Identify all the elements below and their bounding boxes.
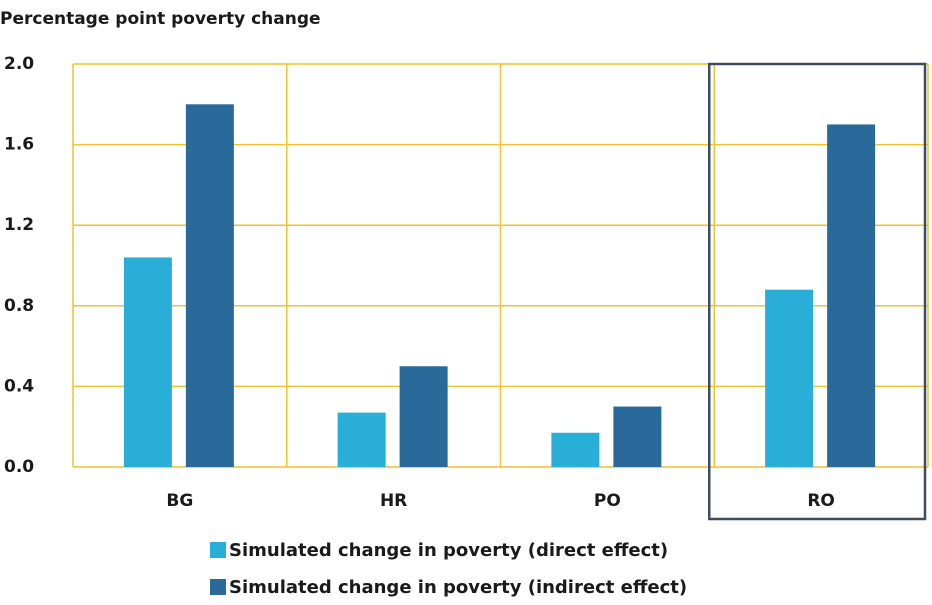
bar: [337, 412, 386, 467]
y-tick-label: 2.0: [4, 54, 34, 74]
legend-swatch: [210, 542, 226, 558]
bar: [765, 289, 814, 467]
bar: [123, 257, 172, 467]
bar: [613, 406, 662, 467]
chart-title: Percentage point poverty change: [0, 9, 321, 29]
x-tick-label: HR: [380, 491, 407, 511]
x-tick-label: PO: [594, 491, 621, 511]
y-tick-label: 0.8: [4, 296, 34, 316]
x-tick-label: RO: [807, 491, 835, 511]
bar: [185, 104, 234, 468]
bar: [827, 124, 876, 467]
y-tick-label: 1.2: [4, 215, 34, 235]
highlight-box: [708, 62, 927, 521]
bar: [399, 366, 448, 467]
legend-swatch: [210, 579, 226, 595]
y-tick-label: 0.0: [4, 457, 34, 477]
y-tick-label: 1.6: [4, 135, 34, 155]
legend-label: Simulated change in poverty (indirect ef…: [229, 577, 687, 598]
y-tick-label: 0.4: [4, 376, 34, 396]
bar: [551, 432, 600, 467]
x-tick-label: BG: [166, 491, 193, 511]
legend-label: Simulated change in poverty (direct effe…: [229, 540, 668, 561]
